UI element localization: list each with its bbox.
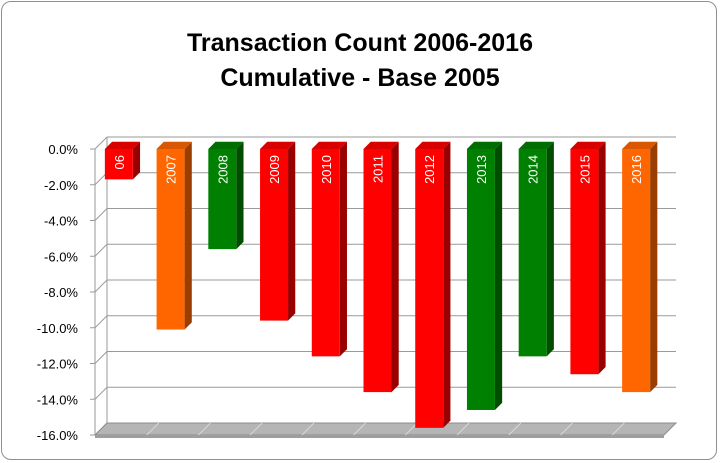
gridline-diagonal bbox=[94, 136, 108, 150]
bar-top bbox=[415, 141, 451, 149]
bars: 06 2007 2008 2009 2010 2011 2012 2013 2014 2015 20… bbox=[104, 141, 658, 428]
bar-side bbox=[494, 141, 503, 410]
y-tick-label: -6.0% bbox=[44, 249, 78, 264]
y-tick-label: 0.0% bbox=[48, 142, 78, 157]
bar-front bbox=[208, 149, 237, 250]
bar-label: 2008 bbox=[215, 155, 230, 184]
y-tick-label: -10.0% bbox=[37, 321, 79, 336]
floor-divider bbox=[508, 422, 522, 436]
chart-subtitle: Cumulative - Base 2005 bbox=[220, 64, 500, 92]
gridline-diagonal bbox=[94, 386, 108, 400]
chart-floor bbox=[93, 422, 678, 438]
bar-side bbox=[391, 141, 399, 393]
gridline-diagonal bbox=[94, 279, 108, 293]
bar: 2014 bbox=[518, 141, 554, 357]
gridline-diagonal bbox=[94, 208, 108, 221]
y-tick-label: -4.0% bbox=[44, 214, 78, 229]
floor-divider bbox=[146, 422, 160, 436]
floor-divider bbox=[353, 422, 366, 436]
bar-label: 2016 bbox=[629, 155, 644, 184]
bar-side bbox=[288, 141, 296, 321]
bar-top bbox=[466, 141, 503, 149]
bar-front bbox=[466, 149, 495, 410]
bar-side bbox=[184, 141, 192, 330]
gridline-diagonal bbox=[94, 315, 108, 329]
bar-label: 2010 bbox=[319, 155, 334, 184]
bar-front bbox=[622, 149, 651, 393]
bar-label: 2014 bbox=[526, 155, 541, 184]
bar-side bbox=[339, 141, 347, 357]
bar-top bbox=[156, 141, 192, 149]
floor-divider bbox=[198, 422, 211, 436]
bar: 2010 bbox=[311, 141, 347, 357]
bar: 06 bbox=[104, 141, 141, 180]
bar-label: 06 bbox=[112, 155, 127, 169]
bar-top bbox=[518, 141, 554, 149]
gridline-diagonal bbox=[94, 243, 108, 257]
chart-title: Transaction Count 2006-2016 bbox=[187, 29, 533, 57]
bar-side bbox=[650, 141, 658, 393]
bar: 2015 bbox=[570, 141, 606, 375]
bar-side bbox=[132, 141, 141, 180]
bar-top bbox=[311, 141, 347, 149]
bar-label: 2011 bbox=[371, 155, 386, 183]
y-tick-label: -8.0% bbox=[44, 285, 78, 300]
floor-divider bbox=[611, 422, 625, 436]
bar-side bbox=[443, 141, 451, 428]
y-tick-label: -16.0% bbox=[37, 428, 79, 443]
bar: 2009 bbox=[260, 141, 296, 321]
bar-front bbox=[518, 149, 547, 357]
y-axis: 0.0% -2.0% -4.0% -6.0% -8.0% -10.0% -12.0% -14.… bbox=[37, 142, 79, 443]
y-tick-label: -14.0% bbox=[37, 392, 79, 407]
bar: 2011 bbox=[363, 141, 399, 393]
floor-divider bbox=[249, 422, 263, 436]
bar: 2016 bbox=[622, 141, 658, 393]
bar-top bbox=[260, 141, 296, 149]
floor-divider bbox=[456, 422, 470, 436]
bar-label: 2015 bbox=[577, 155, 592, 184]
bar-top bbox=[208, 141, 244, 149]
floor-top bbox=[93, 422, 678, 436]
bar-top bbox=[570, 141, 606, 149]
bar: 2012 bbox=[415, 141, 451, 428]
bar-top bbox=[104, 141, 141, 149]
bar-label: 2012 bbox=[422, 155, 437, 184]
bar-side bbox=[236, 141, 244, 250]
floor-front bbox=[95, 435, 664, 438]
bar-front bbox=[570, 149, 599, 375]
bar: 2007 bbox=[156, 141, 192, 330]
bar-front bbox=[156, 149, 185, 330]
bar: 2008 bbox=[208, 141, 244, 250]
bar: 2013 bbox=[466, 141, 503, 410]
bar-top bbox=[363, 141, 399, 149]
gridline-diagonal bbox=[94, 351, 108, 364]
bar-front bbox=[311, 149, 340, 357]
y-tick-label: -12.0% bbox=[37, 357, 79, 372]
bar-label: 2013 bbox=[474, 155, 489, 184]
bar-label: 2007 bbox=[164, 155, 179, 184]
bar-side bbox=[598, 141, 606, 375]
bar-front bbox=[104, 149, 133, 180]
bar-front bbox=[363, 149, 392, 393]
floor-divider bbox=[560, 422, 573, 436]
y-tick-label: -2.0% bbox=[44, 178, 78, 193]
bar-side bbox=[546, 141, 554, 357]
bar-front bbox=[260, 149, 289, 321]
floor-divider bbox=[301, 422, 315, 436]
bar-top bbox=[622, 141, 658, 149]
bar-front bbox=[415, 149, 444, 428]
bar-label: 2009 bbox=[267, 155, 282, 184]
